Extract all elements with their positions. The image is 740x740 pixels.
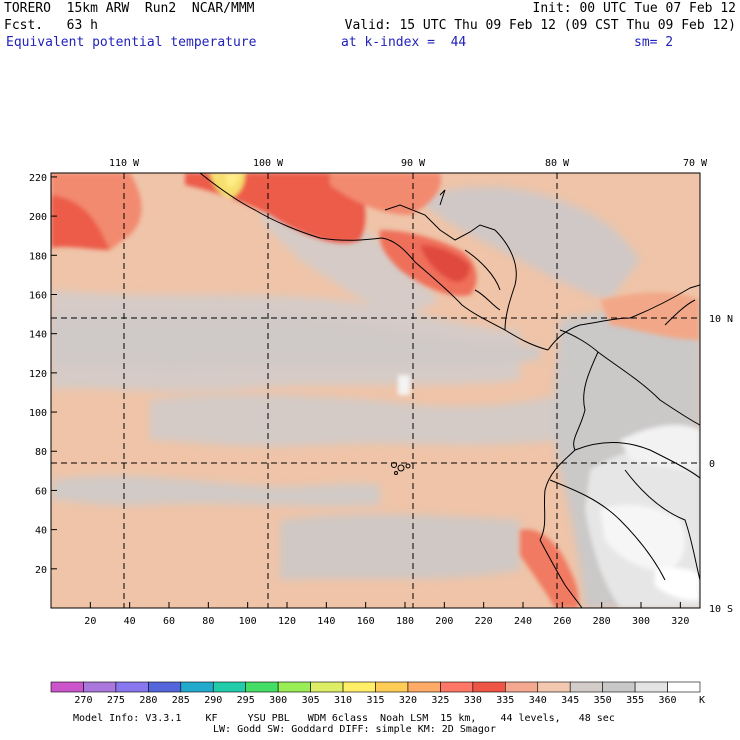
x-tick-label: 40 — [124, 616, 136, 627]
legend-swatch — [504, 681, 539, 693]
legend-level-label: 315 — [366, 695, 385, 706]
x-tick-label: 300 — [632, 616, 650, 627]
legend-swatch — [277, 681, 311, 693]
longitude-label: 80 W — [545, 158, 570, 169]
legend-swatch — [440, 681, 474, 693]
legend-level-label: 360 — [658, 695, 677, 706]
x-tick-label: 20 — [84, 616, 96, 627]
resolution: 15km ARW — [66, 1, 130, 16]
legend-swatch — [212, 681, 247, 693]
legend-swatch — [375, 681, 409, 693]
axis-ticks: 20 40 60 80 100 120 140 160 180 200 220 240 260 280 30… — [29, 158, 733, 627]
legend-level-label: 305 — [301, 695, 320, 706]
y-tick-label: 160 — [29, 290, 47, 301]
x-tick-label: 120 — [278, 616, 296, 627]
model-name: TORERO — [4, 1, 51, 16]
theta-e-field — [51, 173, 700, 608]
valid-time: Valid: 15 UTC Thu 09 Feb 12 (09 CST Thu … — [344, 18, 736, 33]
header-line-1: TORERO 15km ARW Run2 NCAR/MMM — [4, 2, 255, 16]
y-tick-label: 140 — [29, 330, 47, 341]
legend-level-label: 350 — [593, 695, 612, 706]
map-frame — [50, 172, 701, 609]
legend-swatch — [407, 681, 441, 693]
y-tick-label: 200 — [29, 212, 47, 223]
x-tick-label: 320 — [671, 616, 689, 627]
run-name: Run2 — [144, 1, 177, 16]
x-tick-label: 240 — [514, 616, 532, 627]
x-tick-label: 260 — [553, 616, 571, 627]
x-tick-label: 280 — [593, 616, 611, 627]
legend-swatch — [569, 681, 603, 693]
legend-level-label: 290 — [204, 695, 223, 706]
legend-level-label: 285 — [171, 695, 190, 706]
legend-swatch — [83, 681, 117, 693]
longitude-label: 110 W — [109, 158, 140, 169]
model-info-line: Model Info: V3.3.1 KF YSU PBL WDM 6class… — [73, 713, 615, 724]
center-name: NCAR/MMM — [191, 1, 255, 16]
legend-level-label: 300 — [269, 695, 288, 706]
field-name: Equivalent potential temperature — [6, 35, 257, 50]
legend-swatch — [310, 681, 344, 693]
legend-swatch — [50, 681, 84, 693]
legend-level-label: 330 — [463, 695, 482, 706]
latitude-label: 0 — [709, 459, 715, 470]
longitude-label: 70 W — [683, 158, 708, 169]
level-info: at k-index = 44 — [341, 35, 467, 50]
x-tick-label: 220 — [475, 616, 493, 627]
forecast-hour: Fcst. 63 h — [4, 18, 98, 33]
y-tick-label: 20 — [35, 565, 47, 576]
x-tick-label: 60 — [163, 616, 175, 627]
legend-swatch — [602, 681, 636, 693]
longitude-label: 90 W — [401, 158, 426, 169]
legend-unit: K — [698, 695, 706, 706]
legend-swatch — [180, 681, 214, 693]
legend-level-label: 325 — [431, 695, 450, 706]
smoothing-info: sm= 2 — [634, 35, 674, 50]
color-legend — [50, 681, 701, 693]
legend-level-label: 340 — [528, 695, 547, 706]
legend-swatch — [667, 681, 701, 693]
latitude-label: 10 S — [709, 604, 733, 615]
legend-swatch — [472, 681, 506, 693]
legend-swatch — [148, 681, 182, 693]
y-tick-label: 120 — [29, 369, 47, 380]
x-tick-label: 80 — [202, 616, 214, 627]
init-time: Init: 00 UTC Tue 07 Feb 12 — [532, 1, 737, 16]
legend-level-label: 310 — [334, 695, 353, 706]
legend-level-label: 320 — [398, 695, 417, 706]
y-tick-label: 80 — [35, 447, 47, 458]
legend-level-label: 345 — [561, 695, 580, 706]
legend-swatch — [537, 681, 571, 693]
legend-swatch — [245, 681, 279, 693]
y-tick-label: 60 — [35, 486, 47, 497]
y-tick-label: 40 — [35, 526, 47, 537]
longitude-label: 100 W — [253, 158, 284, 169]
x-tick-label: 140 — [317, 616, 335, 627]
y-tick-label: 180 — [29, 251, 47, 262]
physics-info-line: LW: Godd SW: Goddard DIFF: simple KM: 2D… — [213, 724, 496, 735]
legend-swatch — [115, 681, 149, 693]
legend-level-label: 280 — [139, 695, 158, 706]
y-tick-label: 220 — [29, 173, 47, 184]
legend-level-label: 275 — [106, 695, 125, 706]
x-tick-label: 160 — [357, 616, 375, 627]
legend-level-label: 355 — [626, 695, 645, 706]
legend-level-label: 335 — [496, 695, 515, 706]
x-tick-label: 100 — [239, 616, 257, 627]
legend-level-label: 295 — [236, 695, 255, 706]
legend-swatch — [634, 681, 668, 693]
y-tick-label: 100 — [29, 408, 47, 419]
x-tick-label: 200 — [435, 616, 453, 627]
legend-swatch — [342, 681, 376, 693]
x-tick-label: 180 — [396, 616, 414, 627]
legend-level-label: 270 — [74, 695, 93, 706]
latitude-label: 10 N — [709, 314, 733, 325]
